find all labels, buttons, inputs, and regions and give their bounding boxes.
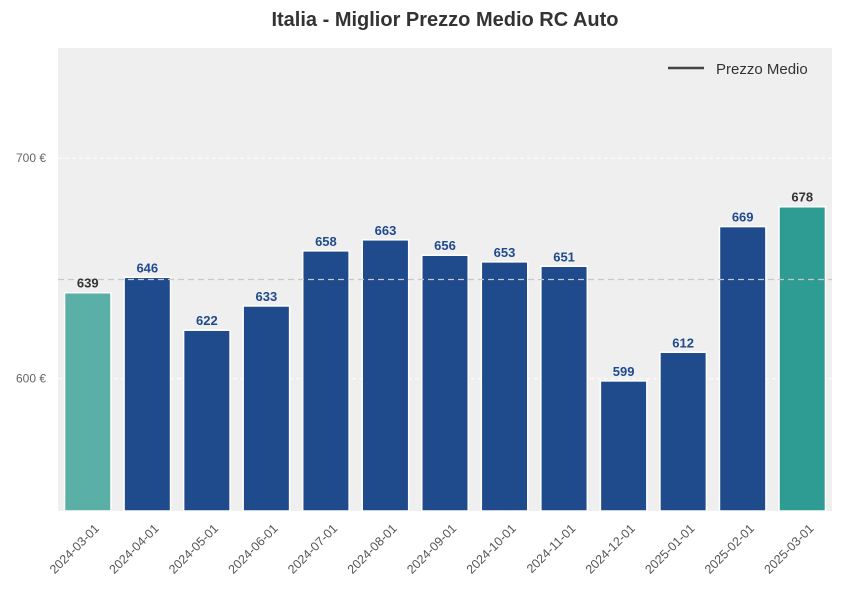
y-tick-label: 600 € bbox=[16, 372, 46, 386]
x-tick-label: 2024-05-01 bbox=[166, 521, 221, 576]
legend-label: Prezzo Medio bbox=[716, 61, 808, 78]
x-axis-ticks: 2024-03-01 2024-04-01 2024-05-01 2024-06-01… bbox=[47, 521, 817, 576]
x-tick-label: 2024-10-01 bbox=[464, 521, 519, 576]
x-tick-label: 2024-03-01 bbox=[47, 521, 102, 576]
bar bbox=[778, 205, 827, 512]
x-tick-label: 2024-11-01 bbox=[524, 521, 578, 575]
data-label: 653 bbox=[494, 245, 516, 260]
data-labels: 639 646 622 633 658 663 656 653 651 599 612 669 678 bbox=[77, 190, 813, 379]
data-label: 639 bbox=[77, 276, 99, 291]
bar bbox=[301, 250, 350, 512]
data-label: 633 bbox=[256, 289, 278, 304]
bar bbox=[599, 380, 648, 512]
bar bbox=[718, 225, 767, 512]
bar bbox=[480, 261, 529, 512]
bar bbox=[659, 351, 708, 512]
bar bbox=[361, 239, 410, 512]
data-label: 669 bbox=[732, 210, 754, 225]
y-axis-ticks: 600 € 700 € bbox=[16, 151, 46, 385]
bars bbox=[63, 205, 827, 512]
data-label: 656 bbox=[434, 238, 456, 253]
bar bbox=[540, 265, 589, 512]
data-label: 646 bbox=[136, 260, 158, 275]
data-label: 658 bbox=[315, 234, 337, 249]
legend: Prezzo Medio bbox=[668, 61, 808, 78]
x-tick-label: 2024-04-01 bbox=[107, 521, 162, 576]
data-label: 663 bbox=[375, 223, 397, 238]
x-tick-label: 2024-08-01 bbox=[345, 521, 400, 576]
data-label: 651 bbox=[553, 249, 575, 264]
chart-title: Italia - Miglior Prezzo Medio RC Auto bbox=[271, 9, 618, 31]
x-tick-label: 2024-12-01 bbox=[583, 521, 638, 576]
x-tick-label: 2024-09-01 bbox=[404, 521, 459, 576]
bar bbox=[242, 305, 291, 512]
bar bbox=[182, 329, 231, 512]
x-tick-label: 2025-01-01 bbox=[642, 521, 697, 576]
data-label: 599 bbox=[613, 364, 635, 379]
bar bbox=[63, 291, 112, 512]
data-label: 612 bbox=[672, 335, 694, 350]
x-tick-label: 2025-03-01 bbox=[761, 521, 816, 576]
data-label: 678 bbox=[791, 190, 813, 205]
x-tick-label: 2024-07-01 bbox=[285, 521, 340, 576]
y-tick-label: 700 € bbox=[16, 151, 46, 165]
bar bbox=[123, 276, 172, 512]
x-tick-label: 2025-02-01 bbox=[702, 521, 757, 576]
bar bbox=[421, 254, 469, 512]
data-label: 622 bbox=[196, 313, 218, 328]
x-tick-label: 2024-06-01 bbox=[226, 521, 281, 576]
